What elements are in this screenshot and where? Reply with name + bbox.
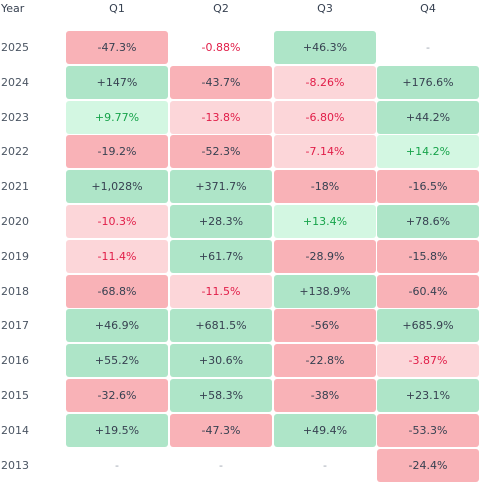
return-cell: -13.8% [170,100,272,134]
year-column-header: Year [1,2,25,15]
return-cell: - [66,448,168,482]
return-cell: +58.3% [170,379,272,412]
year-label: 2014 [1,423,29,437]
return-cell: -16.5% [377,170,479,204]
return-cell: +61.7% [170,239,272,273]
year-label: 2024 [1,75,29,89]
return-cell: +23.1% [377,379,479,412]
return-cell: +176.6% [377,65,479,99]
year-label: 2019 [1,249,29,263]
return-cell: -53.3% [377,413,479,447]
return-cell: +685.9% [377,309,479,343]
return-cell: +44.2% [377,100,479,134]
return-cell: +1,028% [66,170,168,204]
quarter-header-q4: Q4 [420,2,436,15]
return-cell: -10.3% [66,205,168,238]
return-cell: -8.26% [274,65,376,99]
return-cell: +147% [66,65,168,99]
return-cell: -11.4% [66,239,168,273]
return-cell: -19.2% [66,135,168,169]
return-cell: -56% [274,309,376,343]
year-label: 2017 [1,319,29,333]
return-cell: +46.9% [66,309,168,343]
return-cell: -24.4% [377,448,479,482]
return-cell: -3.87% [377,344,479,378]
return-cell: +14.2% [377,135,479,169]
return-cell: -22.8% [274,344,376,378]
return-cell: +55.2% [66,344,168,378]
quarter-header-q2: Q2 [213,2,229,15]
return-cell: +13.4% [274,205,376,238]
year-label: 2015 [1,389,29,402]
quarter-header-q1: Q1 [109,2,125,15]
return-cell: -15.8% [377,239,479,273]
year-label: 2018 [1,284,29,298]
return-cell: -60.4% [377,274,479,308]
return-cell: -43.7% [170,65,272,99]
year-label: 2025 [1,41,29,54]
return-cell: -47.3% [170,413,272,447]
return-cell: -6.80% [274,100,376,134]
year-label: 2020 [1,215,29,228]
return-cell: +30.6% [170,344,272,378]
return-cell: -28.9% [274,239,376,273]
return-cell: +49.4% [274,413,376,447]
year-label: 2013 [1,458,29,472]
return-cell: +19.5% [66,413,168,447]
return-cell: - [377,31,479,64]
year-label: 2022 [1,145,29,159]
return-cell: -32.6% [66,379,168,412]
return-cell: +46.3% [274,31,376,64]
return-cell: +9.77% [66,100,168,134]
return-cell: +78.6% [377,205,479,238]
return-cell: -47.3% [66,31,168,64]
return-cell: -11.5% [170,274,272,308]
return-cell: +681.5% [170,309,272,343]
return-cell: - [170,448,272,482]
year-label: 2023 [1,110,29,124]
return-cell: +138.9% [274,274,376,308]
year-label: 2016 [1,354,29,368]
quarter-header-q3: Q3 [317,2,333,15]
return-cell: - [274,448,376,482]
return-cell: -7.14% [274,135,376,169]
return-cell: +371.7% [170,170,272,204]
year-label: 2021 [1,180,29,194]
return-cell: +28.3% [170,205,272,238]
return-cell: -68.8% [66,274,168,308]
return-cell: -18% [274,170,376,204]
return-cell: -38% [274,379,376,412]
return-cell: -52.3% [170,135,272,169]
return-cell: -0.88% [170,31,272,64]
